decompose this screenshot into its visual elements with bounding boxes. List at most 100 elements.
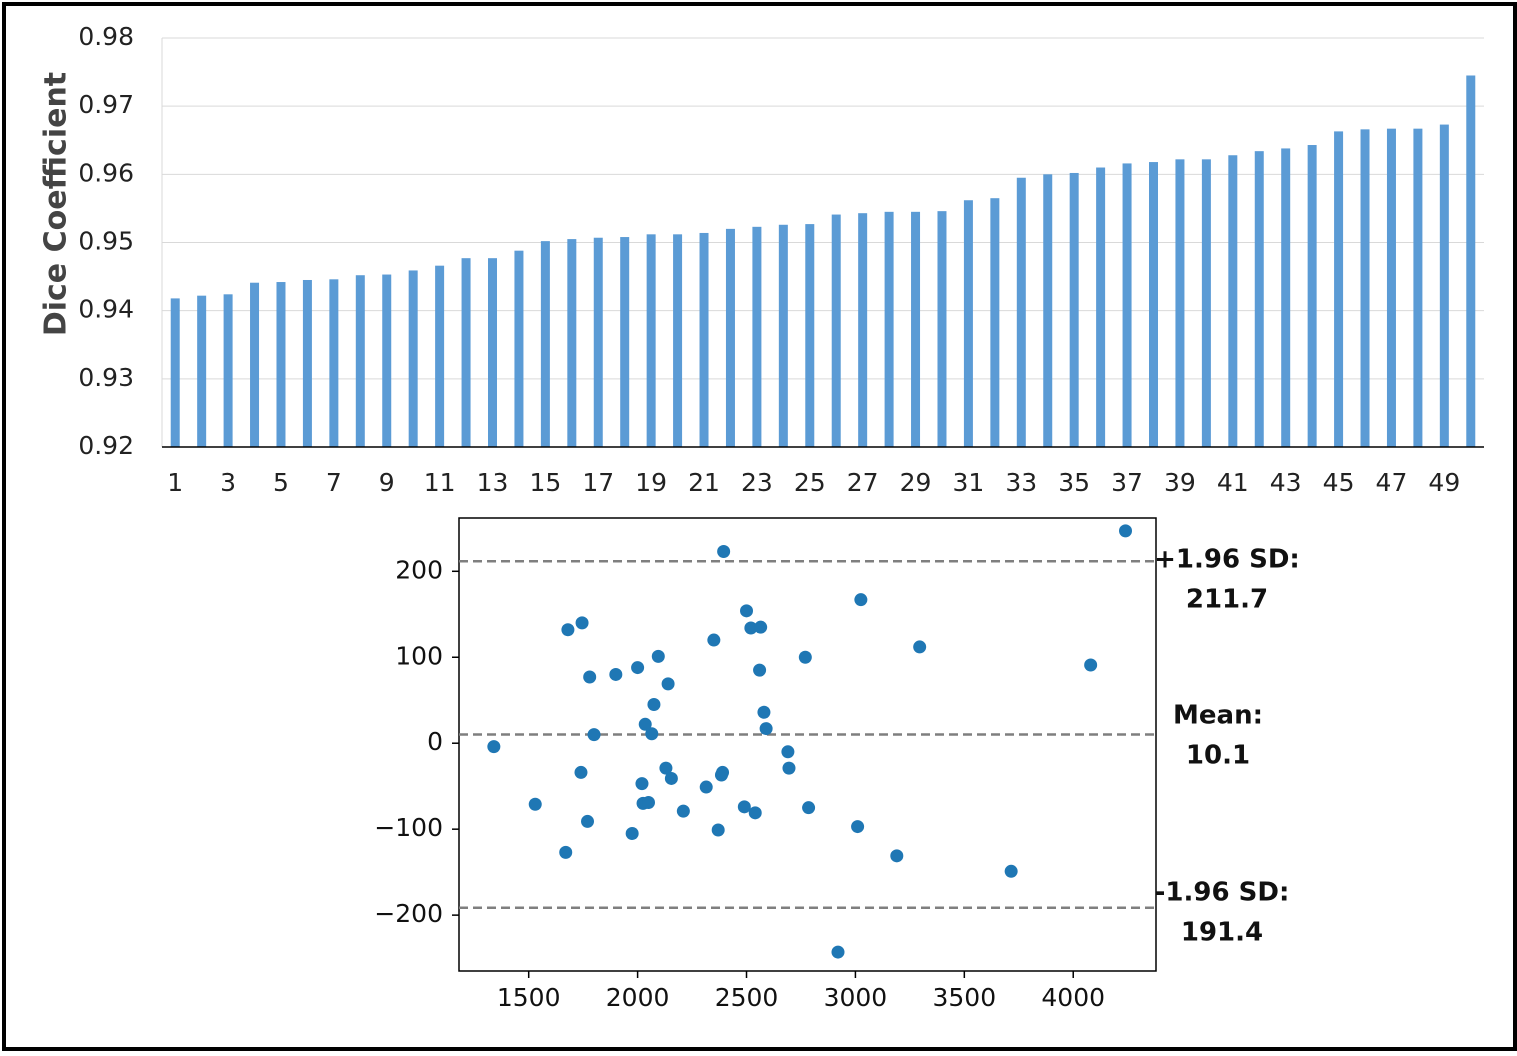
bar [170, 298, 180, 447]
scatter-point [676, 804, 690, 818]
bar-x-tick-label: 19 [635, 468, 667, 497]
bland-altman-scatter: 1500 2000 2500 3000 3500 4000 200 100 0 −100 −200… [374, 517, 1300, 1012]
scatter-point [890, 849, 904, 863]
bar [1096, 167, 1106, 447]
bar [488, 258, 497, 447]
bar [937, 211, 947, 447]
bar [593, 237, 603, 447]
bar [1254, 151, 1264, 447]
bar-y-tick-label: 0.94 [78, 295, 134, 324]
scatter-point [744, 621, 758, 635]
reference-line-value: 191.4 [1181, 918, 1263, 948]
bar-y-tick-label: 0.97 [78, 90, 134, 119]
scatter-point [854, 593, 868, 607]
scatter-point [561, 623, 575, 637]
bar-y-tick-label: 0.95 [78, 227, 134, 256]
reference-line-value: 211.7 [1186, 585, 1268, 615]
bar [540, 241, 550, 447]
scatter-annotations: +1.96 SD: 211.7 Mean: 10.1 -1.96 SD: 191.4 [1154, 545, 1300, 948]
scatter-point [635, 777, 649, 791]
bar [1439, 124, 1449, 448]
scatter-point [625, 826, 639, 840]
bar [831, 214, 841, 447]
scatter-point [1084, 658, 1098, 672]
scatter-point [754, 620, 768, 634]
bar [514, 250, 524, 447]
bar-x-tick-label: 7 [326, 468, 342, 497]
bar [1016, 177, 1026, 447]
scatter-plot-area [458, 517, 1157, 972]
bar [725, 228, 735, 447]
dice-bar-chart: 0.920.930.940.950.960.970.98 1 3 5 7 9 11 13 15… [39, 22, 1484, 497]
scatter-point [645, 727, 659, 741]
scatter-point [583, 670, 597, 684]
bar [1122, 163, 1132, 447]
scatter-x-tick-label: 4000 [1041, 983, 1105, 1012]
bar [302, 279, 312, 447]
scatter-x-ticks: 1500 2000 2500 3000 3500 4000 [497, 971, 1105, 1012]
scatter-x-tick-label: 1500 [497, 983, 561, 1012]
bar-x-tick-label: 37 [1111, 468, 1143, 497]
bar [1413, 128, 1423, 447]
scatter-point [740, 604, 754, 618]
scatter-point [575, 616, 589, 630]
bar [461, 258, 471, 447]
bar-x-tick-label: 35 [1058, 468, 1090, 497]
scatter-point [641, 796, 655, 810]
scatter-point [699, 780, 713, 794]
scatter-point [717, 545, 731, 559]
bar [408, 270, 418, 447]
bar-x-tick-label: 1 [167, 468, 183, 497]
bar-y-tick-label: 0.96 [78, 158, 134, 187]
scatter-point [737, 800, 751, 814]
scatter-point [647, 698, 661, 712]
bar [752, 226, 762, 447]
scatter-point [831, 945, 845, 959]
reference-line-value: 10.1 [1186, 741, 1250, 771]
bar [1228, 155, 1238, 447]
bar [197, 295, 207, 447]
scatter-point [707, 633, 721, 647]
bar-x-tick-label: 11 [424, 468, 456, 497]
bar [567, 239, 577, 447]
bar [1466, 75, 1476, 447]
bar [1201, 159, 1211, 447]
bar-y-tick-labels: 0.92 0.93 0.94 0.95 0.96 0.97 0.98 [78, 22, 134, 460]
bar-x-tick-label: 13 [477, 468, 509, 497]
bar-x-tick-label: 15 [529, 468, 561, 497]
bar [699, 232, 709, 447]
scatter-y-tick-label: −100 [374, 813, 443, 842]
bar-x-tick-label: 21 [688, 468, 720, 497]
bar-x-tick-label: 45 [1323, 468, 1355, 497]
bar [1175, 159, 1185, 447]
scatter-point [651, 649, 665, 663]
scatter-point [782, 761, 796, 775]
scatter-point [581, 814, 595, 828]
bar [382, 274, 392, 447]
scatter-point [661, 677, 675, 691]
scatter-point [574, 765, 588, 779]
bar-x-tick-label: 17 [582, 468, 614, 497]
scatter-x-tick-label: 3000 [824, 983, 888, 1012]
scatter-x-tick-label: 2500 [715, 983, 779, 1012]
bar-x-tick-label: 27 [847, 468, 879, 497]
scatter-point [759, 722, 773, 736]
scatter-y-tick-label: 200 [395, 555, 443, 584]
bar-x-tick-label: 29 [900, 468, 932, 497]
bar [858, 213, 868, 447]
scatter-x-tick-label: 3500 [933, 983, 997, 1012]
scatter-point [587, 728, 601, 742]
bar [805, 224, 815, 447]
bar [1360, 129, 1370, 448]
reference-line-label: +1.96 SD: [1154, 545, 1300, 575]
scatter-point [1119, 524, 1133, 538]
bar-y-tick-label: 0.92 [78, 431, 134, 460]
scatter-x-tick-label: 2000 [606, 983, 670, 1012]
scatter-point [913, 640, 927, 654]
scatter-y-ticks: 200 100 0 −100 −200 [374, 555, 459, 928]
scatter-point [609, 667, 623, 681]
bar [250, 282, 260, 447]
scatter-point [1004, 864, 1018, 878]
